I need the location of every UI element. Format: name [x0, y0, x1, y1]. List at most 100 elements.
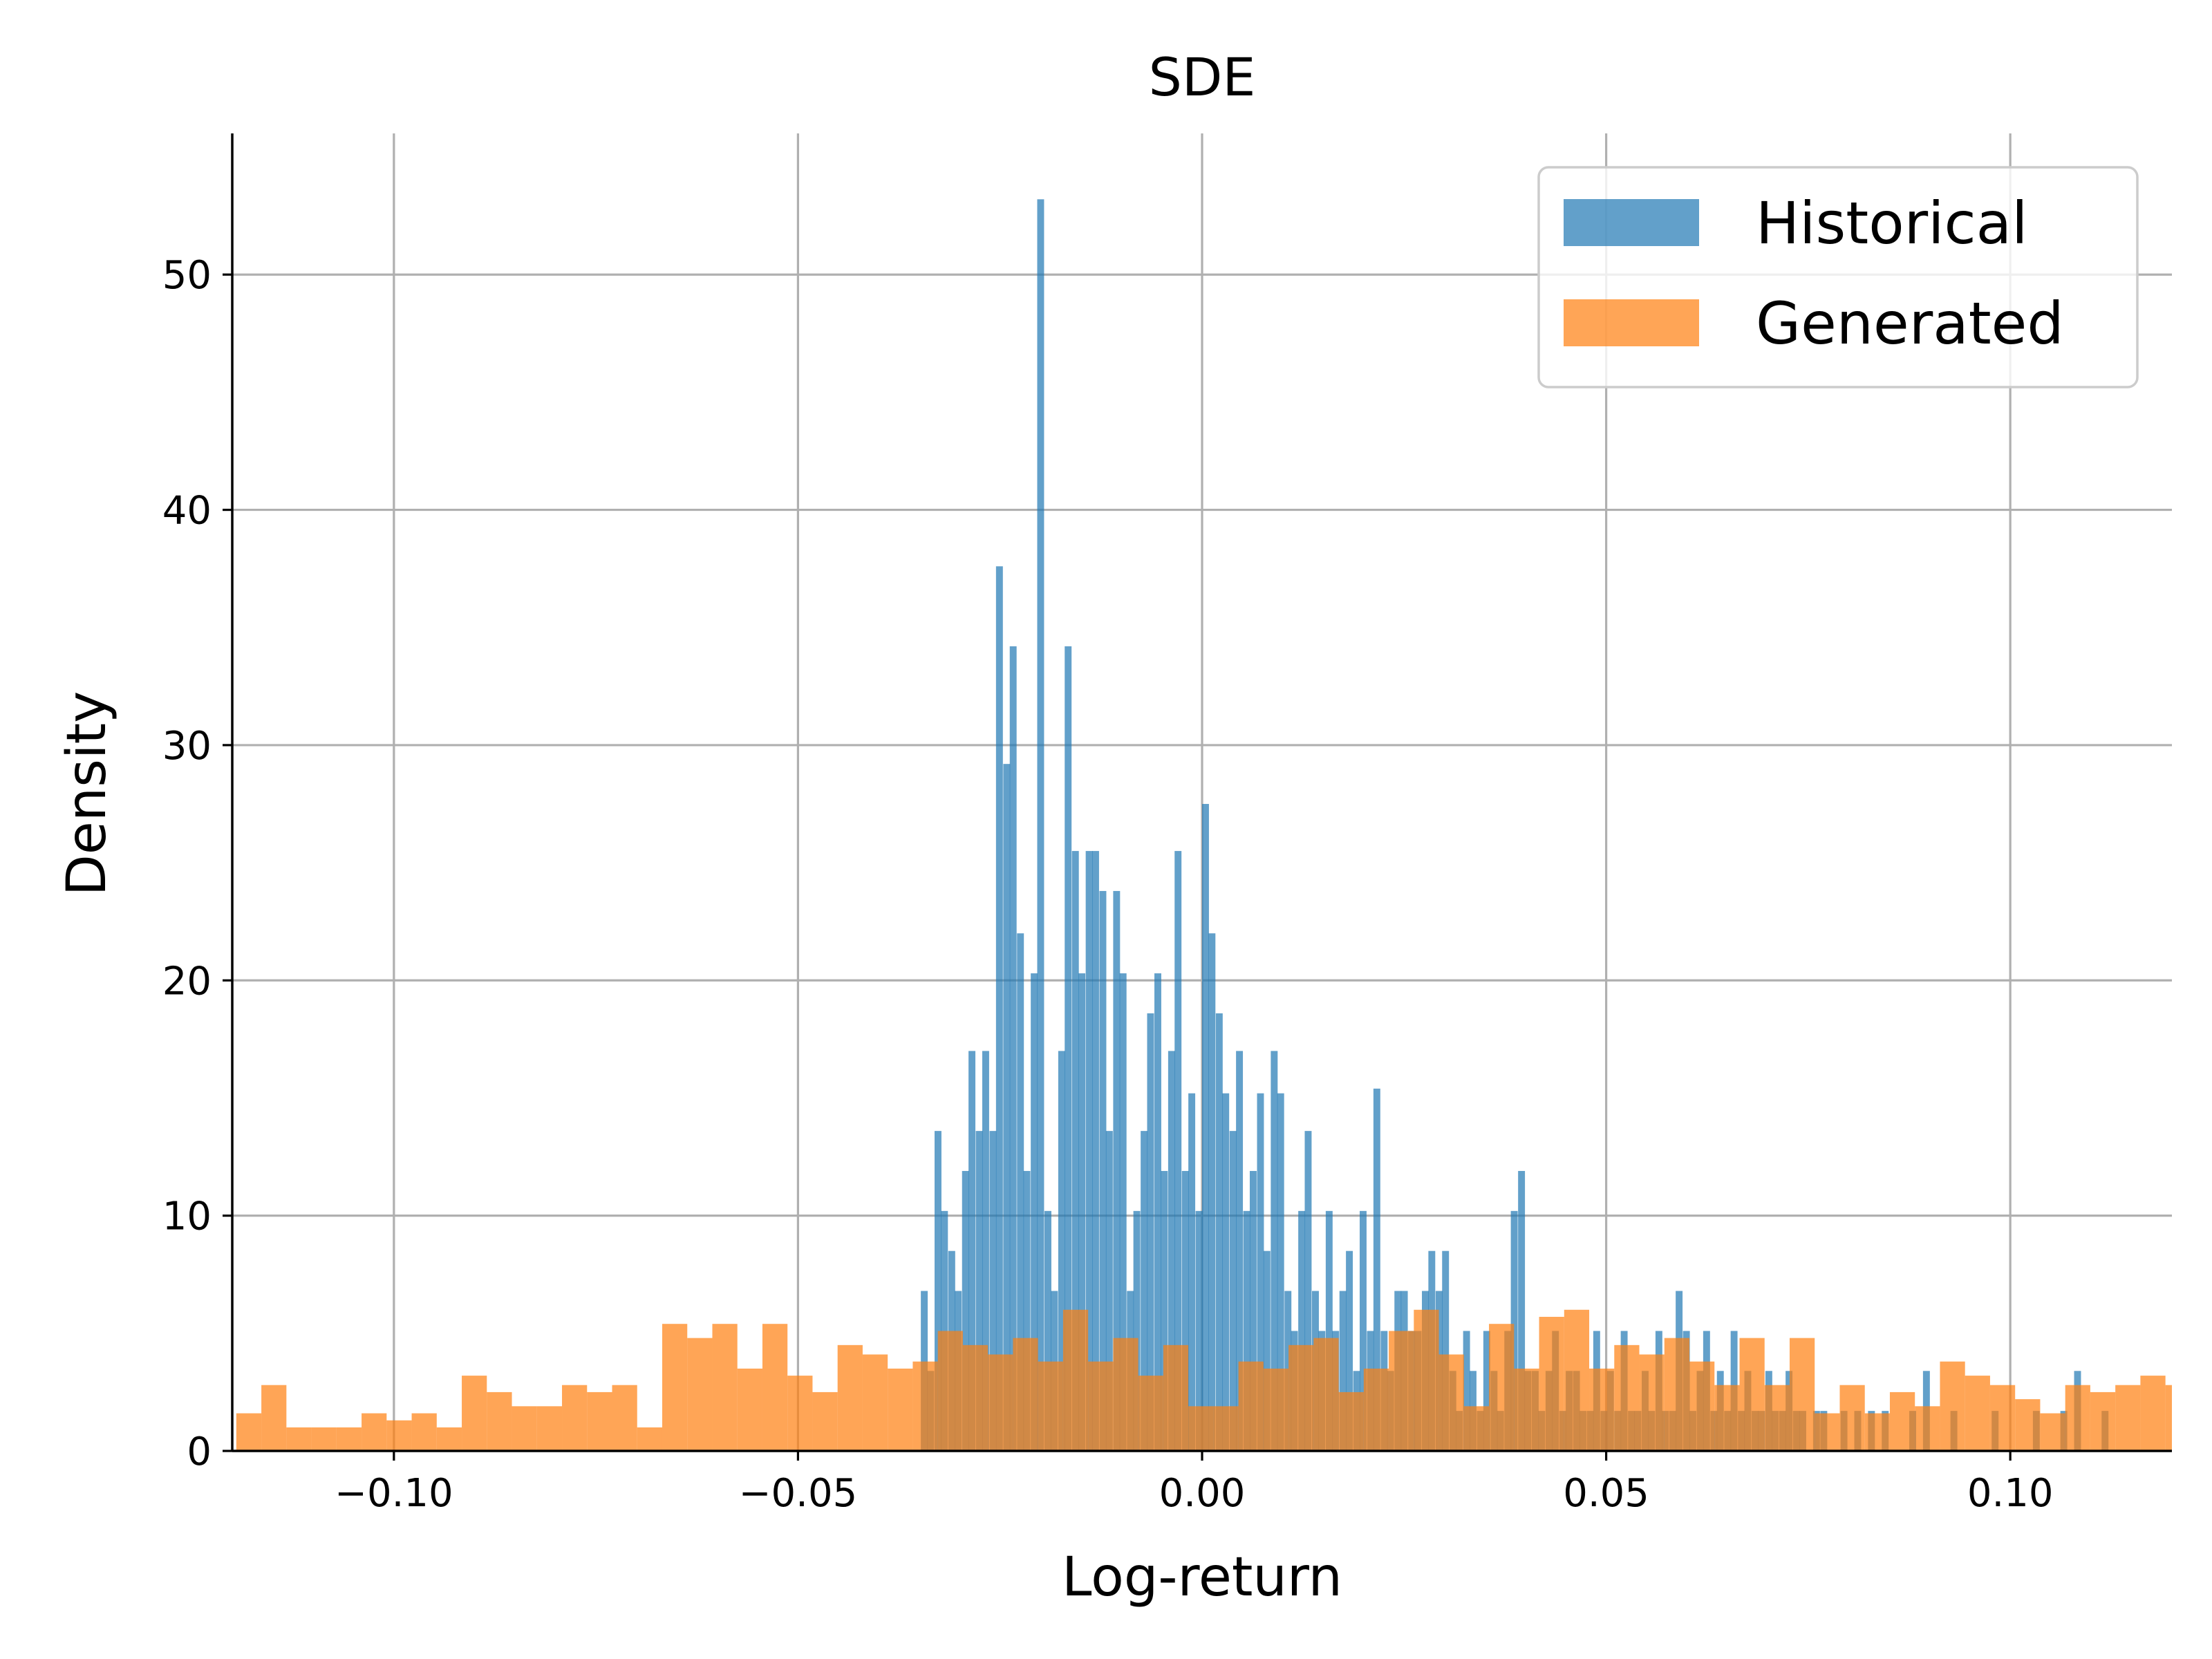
generated-bar-16 [637, 1427, 662, 1451]
historical-bar-41 [1202, 804, 1209, 1451]
historical-bar-55 [1298, 1210, 1306, 1451]
generated-bar-17 [662, 1324, 688, 1451]
generated-bar-41 [1263, 1368, 1289, 1451]
generated-bar-38 [1188, 1406, 1214, 1451]
generated-bar-35 [1113, 1338, 1138, 1451]
historical-bar-21 [1065, 646, 1072, 1451]
historical-bar-52 [1277, 1093, 1284, 1451]
historical-bar-34 [1154, 973, 1161, 1451]
y-axis-label: Density [56, 691, 118, 897]
generated-bar-28 [937, 1331, 963, 1451]
generated-bar-1 [261, 1385, 287, 1451]
generated-bar-77 [2165, 1385, 2172, 1451]
generated-bar-66 [1889, 1391, 1915, 1451]
historical-bar-10 [989, 1131, 997, 1451]
historical-bar-59 [1325, 1210, 1333, 1451]
historical-bar-36 [1168, 1051, 1175, 1451]
generated-bar-60 [1739, 1338, 1765, 1451]
historical-bar-9 [982, 1051, 989, 1451]
generated-bar-3 [311, 1427, 337, 1451]
historical-bar-56 [1304, 1131, 1312, 1451]
generated-bar-20 [737, 1368, 762, 1451]
historical-bar-44 [1222, 1093, 1230, 1451]
generated-bar-29 [962, 1344, 988, 1451]
historical-bar-33 [1147, 1013, 1154, 1451]
generated-bar-11 [512, 1406, 537, 1451]
historical-bar-28 [1113, 890, 1121, 1451]
historical-bar-25 [1091, 851, 1099, 1451]
x-tick-label-0: −0.10 [335, 1471, 453, 1516]
generated-bar-65 [1864, 1413, 1890, 1451]
historical-bar-16 [1031, 973, 1038, 1451]
historical-bar-15 [1023, 1170, 1031, 1451]
historical-bar-8 [975, 1131, 983, 1451]
historical-bar-20 [1058, 1051, 1065, 1451]
generated-bar-4 [336, 1427, 362, 1451]
generated-bar-56 [1639, 1354, 1665, 1451]
legend: Historical Generated [1537, 166, 2139, 388]
generated-bar-42 [1288, 1344, 1314, 1451]
historical-bar-43 [1215, 1013, 1223, 1451]
generated-bar-21 [762, 1324, 788, 1451]
historical-bar-2 [935, 1131, 941, 1451]
generated-bar-44 [1338, 1391, 1364, 1451]
historical-bar-87 [1518, 1170, 1526, 1451]
historical-bar-50 [1263, 1250, 1271, 1451]
generated-bar-2 [286, 1427, 312, 1451]
generated-bar-25 [862, 1354, 888, 1451]
chart-title: SDE [1149, 46, 1256, 108]
generated-bar-50 [1489, 1324, 1515, 1451]
generated-bar-30 [988, 1354, 1013, 1451]
historical-bar-6 [962, 1170, 969, 1451]
generated-bar-39 [1213, 1406, 1239, 1451]
generated-bar-46 [1389, 1331, 1414, 1451]
historical-bar-29 [1119, 973, 1127, 1451]
y-ticks: 0 10 20 30 40 50 [162, 253, 232, 1474]
generated-bar-31 [1013, 1338, 1038, 1451]
generated-bar-27 [912, 1361, 938, 1451]
generated-bar-67 [1915, 1406, 1940, 1451]
generated-bar-5 [362, 1413, 387, 1451]
legend-label-generated: Generated [1756, 290, 2064, 357]
x-tick-label-2: 0.00 [1159, 1471, 1246, 1516]
historical-bar-18 [1044, 1210, 1051, 1451]
historical-bar-48 [1249, 1170, 1257, 1451]
generated-bar-55 [1614, 1344, 1640, 1451]
generated-bars [236, 1309, 2172, 1451]
historical-bar-62 [1346, 1250, 1353, 1451]
generated-bar-33 [1062, 1309, 1089, 1451]
generated-bar-68 [1940, 1361, 1965, 1451]
generated-bar-36 [1138, 1376, 1163, 1451]
generated-bar-62 [1789, 1338, 1815, 1451]
historical-bar-26 [1099, 890, 1107, 1451]
historical-bar-38 [1181, 1170, 1189, 1451]
generated-bar-54 [1589, 1368, 1615, 1451]
legend-swatch-historical [1564, 199, 1699, 246]
historical-bar-12 [1003, 764, 1011, 1451]
generated-bar-8 [436, 1427, 462, 1451]
generated-bar-45 [1363, 1368, 1389, 1451]
historical-bar-40 [1195, 1210, 1203, 1451]
generated-bar-10 [487, 1391, 512, 1451]
historical-bar-86 [1510, 1210, 1518, 1451]
generated-bar-18 [687, 1338, 713, 1451]
generated-bar-40 [1238, 1361, 1264, 1451]
generated-bar-47 [1414, 1309, 1439, 1451]
generated-bar-6 [386, 1420, 412, 1451]
y-tick-label-2: 20 [162, 959, 212, 1004]
generated-bar-14 [587, 1391, 612, 1451]
y-tick-label-5: 50 [162, 253, 212, 298]
historical-bar-24 [1085, 851, 1093, 1451]
generated-bar-23 [812, 1391, 838, 1451]
x-tick-label-3: 0.05 [1563, 1471, 1649, 1516]
x-ticks: −0.10 −0.05 0.00 0.05 0.10 [335, 1451, 2054, 1516]
historical-bar-11 [995, 566, 1003, 1451]
y-tick-label-4: 40 [162, 489, 212, 534]
generated-bar-9 [462, 1376, 487, 1451]
generated-bar-13 [562, 1385, 588, 1451]
generated-bar-15 [612, 1385, 637, 1451]
legend-label-historical: Historical [1756, 189, 2027, 257]
generated-bar-12 [536, 1406, 563, 1451]
y-tick-label-3: 30 [162, 724, 212, 769]
